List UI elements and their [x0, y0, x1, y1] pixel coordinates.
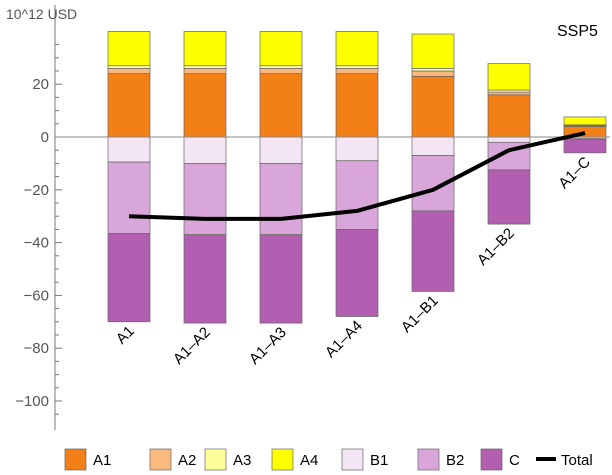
- bar-segment-a4-1: [107, 31, 151, 67]
- legend-swatch-b2: [417, 448, 440, 471]
- bar-segment-c-5: [411, 210, 455, 292]
- category-label: A1–B2: [474, 225, 518, 269]
- bar-segment-a4-4: [335, 31, 379, 67]
- bar-segment-a4-6: [487, 63, 531, 91]
- category-label: A1–A4: [322, 317, 366, 361]
- bar-segment-a1-2: [183, 73, 227, 138]
- scenario-label: SSP5: [557, 23, 598, 40]
- category-label: A1–A2: [170, 324, 214, 368]
- bar-segment-a3-5: [411, 68, 455, 72]
- legend-label: B1: [370, 452, 388, 469]
- bar-segment-a4-3: [259, 31, 303, 67]
- bar-segment-a1-6: [487, 94, 531, 138]
- bar-segment-c-2: [183, 234, 227, 324]
- bar-segment-a2-3: [259, 68, 303, 74]
- bar-segment-c-7: [563, 139, 607, 154]
- legend-label: A3: [233, 452, 251, 469]
- legend-label: A1: [93, 452, 111, 469]
- bar-segment-a2-2: [183, 68, 227, 74]
- bar-segment-a4-2: [183, 31, 227, 67]
- bar-segment-b1-4: [335, 136, 379, 162]
- y-axis-unit-label: 10^12 USD: [6, 6, 77, 22]
- bar-segment-b1-2: [183, 136, 227, 164]
- bar-segment-a2-6: [487, 91, 531, 96]
- bar-segment-b1-3: [259, 136, 303, 164]
- y-tick-label: −20: [24, 182, 49, 199]
- bar-segment-a1-5: [411, 75, 455, 138]
- bar-segment-a2-1: [107, 68, 151, 74]
- bar-segment-c-4: [335, 229, 379, 317]
- bar-segment-b2-3: [259, 163, 303, 236]
- bar-segment-a4-7: [563, 116, 607, 126]
- legend-label: A2: [178, 452, 196, 469]
- bar-segment-a3-3: [259, 65, 303, 69]
- bar-segment-b1-1: [107, 136, 151, 163]
- bar-segment-a1-4: [335, 73, 379, 138]
- y-tick-label: −80: [24, 340, 49, 357]
- category-label: A1–A3: [246, 324, 290, 368]
- bar-segment-a3-4: [335, 65, 379, 69]
- axes: −100 −80 −60 −40 −20 0 20: [15, 5, 610, 430]
- legend-swatch-a1: [64, 448, 87, 471]
- bar-segment-c-6: [487, 169, 531, 225]
- y-tick-label: −100: [15, 393, 49, 410]
- bar-segment-a4-5: [411, 33, 455, 69]
- bar-segment-c-1: [107, 233, 151, 323]
- bar-segment-b1-5: [411, 136, 455, 156]
- legend-swatch-a2: [149, 448, 172, 471]
- legend-swatch-b1: [341, 448, 364, 471]
- category-label: A1–C: [555, 154, 594, 193]
- total-line: [128, 131, 586, 221]
- bar-segment-c-3: [259, 234, 303, 324]
- bar-segment-a3-1: [107, 65, 151, 69]
- y-tick-label: 20: [32, 76, 49, 93]
- bar-segment-a2-5: [411, 70, 455, 77]
- legend-swatch-c: [480, 448, 503, 471]
- y-tick-label: 0: [41, 129, 49, 146]
- bar-segment-b1-6: [487, 136, 531, 143]
- legend-label: C: [509, 452, 520, 469]
- bar-segment-a2-4: [335, 68, 379, 74]
- y-tick-label: −40: [24, 235, 49, 252]
- legend-label: A4: [300, 452, 318, 469]
- legend-label: Total: [561, 452, 593, 469]
- y-tick-label: −60: [24, 287, 49, 304]
- category-label: A1: [113, 323, 138, 348]
- total-line-group: [128, 131, 586, 221]
- bar-segment-a3-2: [183, 65, 227, 69]
- bar-segment-b2-1: [107, 161, 151, 234]
- legend: A1 A2 A3 A4 B1 B2 C Total: [64, 448, 593, 471]
- bar-segment-a1-1: [107, 73, 151, 138]
- bar-segment-b2-4: [335, 160, 379, 230]
- bar-segment-a1-3: [259, 73, 303, 138]
- legend-swatch-a3: [204, 448, 227, 471]
- category-label: A1–B1: [398, 292, 442, 336]
- legend-swatch-a4: [271, 448, 294, 471]
- legend-label: B2: [446, 452, 464, 469]
- bars: [107, 31, 607, 324]
- bar-segment-b2-2: [183, 163, 227, 236]
